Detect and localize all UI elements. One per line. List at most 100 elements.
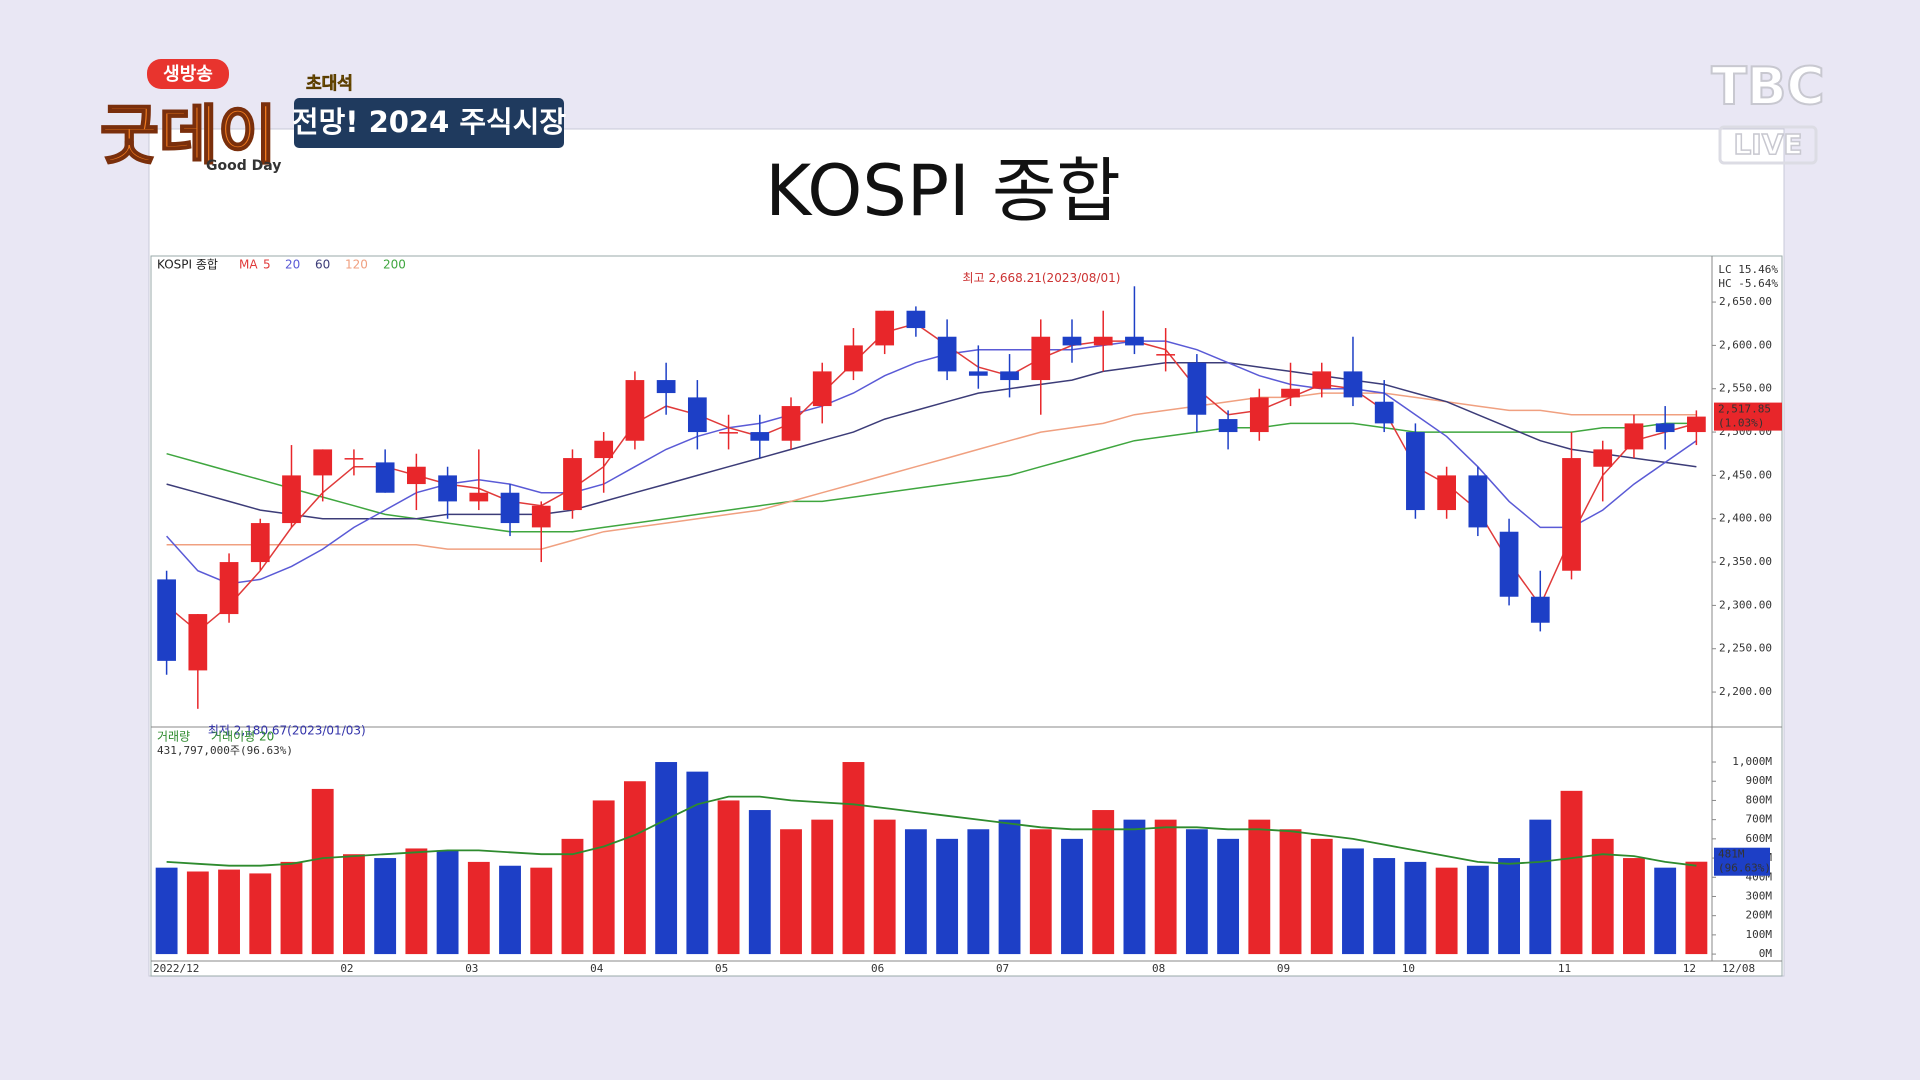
candle-body [1031, 336, 1051, 381]
chart-title: KOSPI 종합 [765, 150, 1121, 232]
volume-bar [436, 850, 459, 955]
candle-body [1624, 423, 1644, 450]
candle-body [844, 345, 863, 372]
volume-bar [717, 800, 740, 955]
volume-bar [218, 869, 240, 955]
y-tick-label: 800M [1746, 793, 1773, 806]
candle-body [687, 397, 707, 433]
volume-bar [467, 861, 490, 955]
volume-bar [873, 819, 896, 955]
volume-bar [1092, 810, 1115, 955]
candle-body [1343, 371, 1363, 398]
legend-entry: 거래이평 20 [211, 730, 274, 744]
volume-bar [1342, 848, 1364, 955]
candle-body [1593, 449, 1613, 467]
volume-bar [1248, 819, 1271, 955]
y-tick-label: 100M [1746, 928, 1773, 941]
volume-bar [155, 867, 178, 955]
topic-bg [294, 98, 564, 148]
volume-bar [1529, 819, 1552, 955]
x-tick-label: 04 [590, 962, 604, 975]
candle-body [500, 492, 520, 524]
volume-bar [1435, 867, 1458, 955]
volume-info: 431,797,000주(96.63%) [157, 744, 293, 757]
volume-bar [1373, 858, 1396, 955]
last-volume: 481M [1718, 848, 1745, 861]
last-price-box [1714, 402, 1782, 431]
volume-bar [811, 819, 834, 955]
candle-body [968, 371, 988, 376]
volume-bar [904, 829, 927, 955]
candle-body [1468, 475, 1488, 528]
candle-body [625, 380, 645, 441]
y-tick-label: 2,600.00 [1719, 338, 1772, 351]
y-tick-label: 2,400.00 [1719, 512, 1772, 525]
candle-body [531, 505, 551, 528]
volume-bar [1404, 861, 1427, 955]
x-tick-label: 02 [340, 962, 353, 975]
candle-body [1562, 458, 1581, 571]
show-subtitle: Good Day [206, 158, 281, 174]
y-tick-label: 1,000M [1732, 755, 1772, 768]
candle-body [1187, 362, 1207, 415]
y-tick-label: 700M [1746, 813, 1773, 826]
channel-logo: TBC [1711, 57, 1824, 117]
candle-body [1249, 397, 1269, 433]
volume-bar [186, 871, 209, 955]
candle-body [157, 579, 176, 661]
candle-body [1218, 419, 1238, 433]
volume-bar [623, 781, 646, 955]
y-tick-label: 2,300.00 [1719, 598, 1772, 611]
candle-body [1312, 371, 1332, 389]
volume-bar [1560, 790, 1583, 955]
live-box [1718, 125, 1818, 165]
candle-body [875, 310, 895, 346]
legend-entry: 200 [383, 258, 406, 272]
candle-body [781, 406, 801, 441]
volume-bar [1061, 838, 1083, 955]
volume-bar [1279, 829, 1302, 955]
ma-line [166, 340, 1697, 585]
y-tick-label: 600M [1746, 832, 1773, 845]
candle-body [344, 458, 364, 460]
y-tick-label: 2,350.00 [1719, 555, 1772, 568]
candle-body [1687, 416, 1706, 433]
volume-bar [1623, 858, 1645, 955]
candle-body [812, 371, 832, 407]
candle-body [1374, 401, 1394, 424]
y-tick-label: 2,550.00 [1719, 382, 1772, 395]
live-badge: 생방송 [163, 64, 213, 85]
x-tick-label: 08 [1152, 962, 1165, 975]
legend-label: KOSPI 종합 [157, 258, 218, 272]
x-tick-label: 06 [871, 962, 884, 975]
last-price: 2,517.85 [1718, 403, 1771, 416]
candle-body [282, 475, 301, 524]
x-tick-label: 10 [1402, 962, 1415, 975]
legend-entry: 20 [285, 258, 300, 272]
candle-body [375, 462, 395, 493]
candle-body [1125, 336, 1144, 346]
volume-bar [1591, 838, 1614, 955]
x-tick-label: 09 [1277, 962, 1290, 975]
candle-body [656, 380, 676, 394]
legend-entry: 120 [345, 258, 368, 272]
annotation-low: 최저 2,180.67(2023/01/03) [208, 723, 366, 737]
x-tick-label: 05 [715, 962, 728, 975]
volume-bar [1654, 867, 1677, 955]
volume-bar [1217, 838, 1240, 955]
volume-bar [249, 873, 272, 955]
candle-body [1156, 354, 1176, 356]
x-tick-label: 11 [1558, 962, 1571, 975]
volume-ma-line [166, 795, 1697, 867]
volume-bar [311, 788, 334, 955]
x-tick-label: 2022/12 [153, 962, 199, 975]
volume-bar [1029, 829, 1052, 955]
volume-bar [592, 800, 615, 955]
volume-bar [530, 867, 553, 955]
volume-bar [499, 865, 521, 955]
x-tick-label: 07 [996, 962, 1009, 975]
legend-label: 거래량 [157, 730, 190, 744]
end-date: 12/08 [1722, 962, 1755, 975]
candle-body [313, 449, 333, 476]
